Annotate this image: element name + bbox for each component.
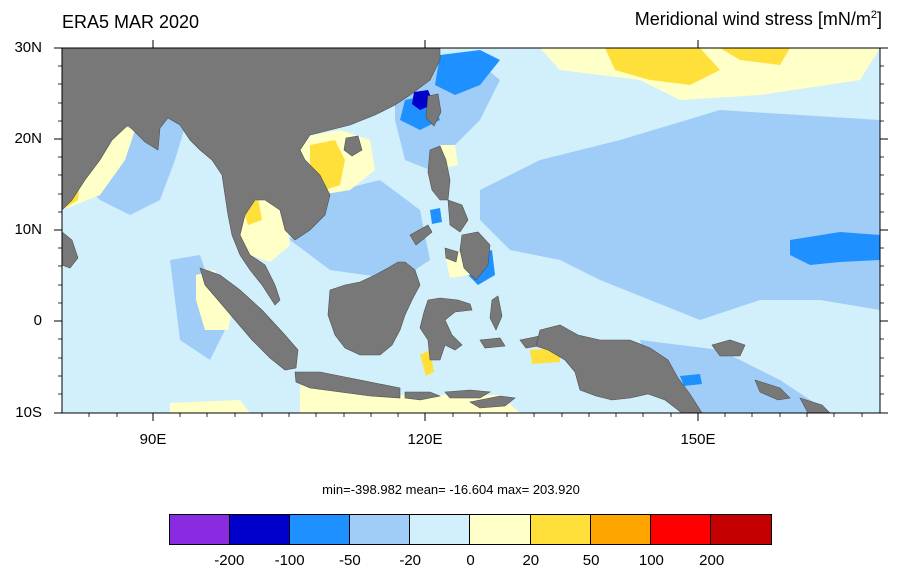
land xyxy=(62,48,831,413)
colorbar-swatch xyxy=(410,515,471,544)
colorbar-label: 20 xyxy=(522,552,540,569)
colorbar-swatch xyxy=(590,515,651,544)
colorbar-label: 200 xyxy=(699,552,725,569)
lat-label-10n: 10N xyxy=(14,221,42,238)
colorbar-label: -50 xyxy=(339,552,361,569)
colorbar-swatch xyxy=(530,515,591,544)
colorbar-label: 50 xyxy=(582,552,600,569)
stats-line: min=-398.982 mean= -16.604 max= 203.920 xyxy=(322,482,580,497)
colorbar-label: -200 xyxy=(214,552,245,569)
title-right-text: Meridional wind stress [mN/m xyxy=(634,9,871,29)
colorbar-swatch xyxy=(170,515,231,544)
colorbar-label: 100 xyxy=(638,552,664,569)
colorbar-swatch xyxy=(230,515,291,544)
colorbar-swatch xyxy=(470,515,531,544)
lat-label-0: 0 xyxy=(33,312,42,329)
lat-label-20n: 20N xyxy=(14,130,42,147)
map-title-right: Meridional wind stress [mN/m2] xyxy=(635,9,882,30)
title-right-sup: 2 xyxy=(870,9,877,21)
colorbar-label: 0 xyxy=(466,552,475,569)
title-right-close: ] xyxy=(876,9,882,29)
axis-ticks xyxy=(54,40,888,421)
lat-label-30n: 30N xyxy=(14,39,42,56)
minor-ticks xyxy=(58,65,884,417)
colorbar xyxy=(169,514,772,545)
colorbar-swatch xyxy=(710,515,771,544)
colorbar-swatch xyxy=(290,515,351,544)
lon-label-150e: 150E xyxy=(680,431,716,448)
colorbar-label: -20 xyxy=(399,552,422,569)
colorbar-swatch xyxy=(350,515,411,544)
lat-label-10s: 10S xyxy=(15,404,42,421)
lon-label-120e: 120E xyxy=(407,431,443,448)
colorbar-label: -100 xyxy=(274,552,305,569)
colorbar-swatch xyxy=(650,515,711,544)
map-title-left: ERA5 MAR 2020 xyxy=(62,12,200,32)
lon-label-90e: 90E xyxy=(139,431,167,448)
